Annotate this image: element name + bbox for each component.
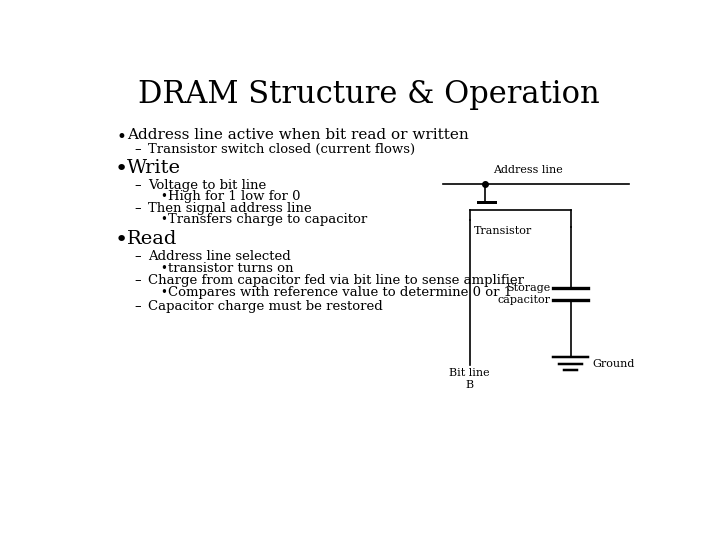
Text: Compares with reference value to determine 0 or 1: Compares with reference value to determi… [168, 286, 512, 299]
Text: Address line: Address line [493, 165, 563, 175]
Text: –: – [134, 300, 141, 313]
Text: •: • [114, 231, 128, 251]
Text: DRAM Structure & Operation: DRAM Structure & Operation [138, 78, 600, 110]
Text: High for 1 low for 0: High for 1 low for 0 [168, 190, 300, 203]
Text: •: • [117, 128, 126, 146]
Text: Bit line
B: Bit line B [449, 368, 490, 390]
Text: –: – [134, 202, 141, 215]
Text: Transfers charge to capacitor: Transfers charge to capacitor [168, 213, 366, 226]
Text: –: – [134, 251, 141, 264]
Text: Voltage to bit line: Voltage to bit line [148, 179, 266, 192]
Text: –: – [134, 179, 141, 192]
Text: Address line active when bit read or written: Address line active when bit read or wri… [127, 128, 469, 142]
Text: Transistor switch closed (current flows): Transistor switch closed (current flows) [148, 143, 415, 157]
Text: –: – [134, 143, 141, 157]
Text: •: • [160, 190, 166, 203]
Text: •: • [114, 159, 128, 179]
Text: transistor turns on: transistor turns on [168, 262, 293, 275]
Text: Storage
capacitor: Storage capacitor [498, 283, 550, 305]
Text: Then signal address line: Then signal address line [148, 202, 312, 215]
Text: Capacitor charge must be restored: Capacitor charge must be restored [148, 300, 383, 313]
Text: Ground: Ground [593, 359, 634, 369]
Text: Read: Read [127, 231, 178, 248]
Text: –: – [134, 274, 141, 287]
Text: •: • [160, 286, 166, 299]
Text: Address line selected: Address line selected [148, 251, 291, 264]
Text: Transistor: Transistor [474, 226, 532, 237]
Text: Charge from capacitor fed via bit line to sense amplifier: Charge from capacitor fed via bit line t… [148, 274, 524, 287]
Text: Write: Write [127, 159, 181, 177]
Text: •: • [160, 262, 166, 275]
Text: •: • [160, 213, 166, 226]
